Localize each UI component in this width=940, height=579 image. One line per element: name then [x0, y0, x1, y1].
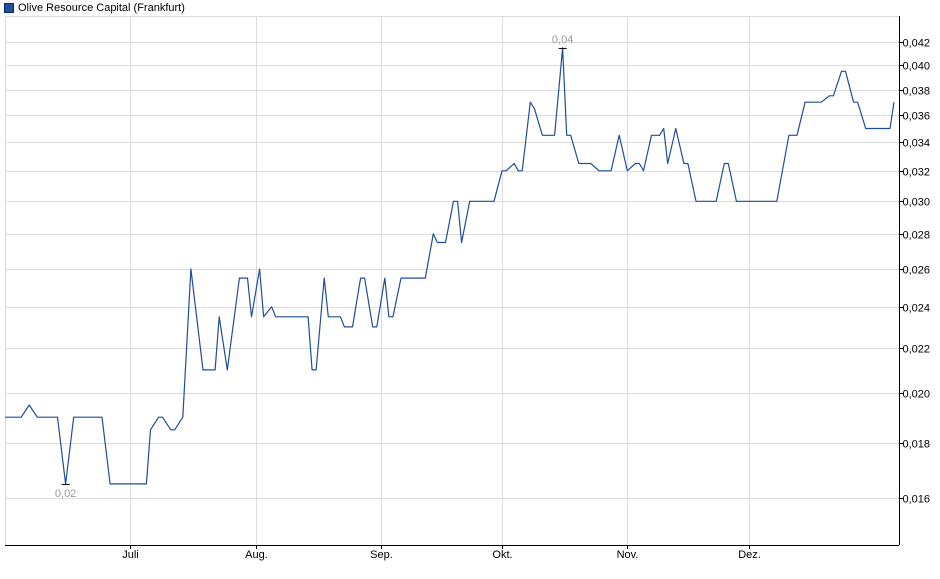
legend: Olive Resource Capital (Frankfurt)	[4, 1, 185, 15]
series-layer	[5, 47, 895, 485]
series-line	[5, 47, 895, 485]
y-tick-label: 0,042	[902, 38, 930, 50]
high-label: 0,04	[552, 34, 573, 46]
x-tick-label: Sep.	[370, 549, 393, 561]
y-tick-label: 0,030	[902, 197, 930, 209]
low-label: 0,02	[55, 488, 76, 500]
x-tick-label: Dez.	[738, 549, 761, 561]
y-tick-label: 0,022	[902, 344, 930, 356]
legend-label: Olive Resource Capital (Frankfurt)	[18, 2, 185, 14]
y-tick-label: 0,018	[902, 439, 930, 451]
y-tick-label: 0,016	[902, 494, 930, 506]
x-tick-label: Okt.	[492, 549, 512, 561]
y-tick-label: 0,028	[902, 230, 930, 242]
annotations: 0,04 0,02	[55, 34, 573, 500]
y-tick-label: 0,020	[902, 389, 930, 401]
y-tick-label: 0,036	[902, 111, 930, 123]
x-axis-tick-labels: Juli Aug. Sep. Okt. Nov. Dez.	[122, 549, 761, 561]
x-tick-label: Aug.	[245, 549, 268, 561]
x-tick-label: Juli	[122, 549, 139, 561]
y-tick-label: 0,024	[902, 303, 930, 315]
axes	[5, 16, 903, 549]
legend-swatch	[4, 3, 14, 13]
y-tick-label: 0,040	[902, 61, 930, 73]
y-tick-label: 0,038	[902, 86, 930, 98]
y-tick-label: 0,032	[902, 167, 930, 179]
y-tick-label: 0,026	[902, 265, 930, 277]
grid-lines	[5, 16, 899, 545]
x-tick-label: Nov.	[617, 549, 639, 561]
y-axis-tick-labels: 0,016 0,018 0,020 0,022 0,024 0,026 0,028 0,030…	[902, 38, 930, 506]
y-tick-label: 0,034	[902, 138, 930, 150]
